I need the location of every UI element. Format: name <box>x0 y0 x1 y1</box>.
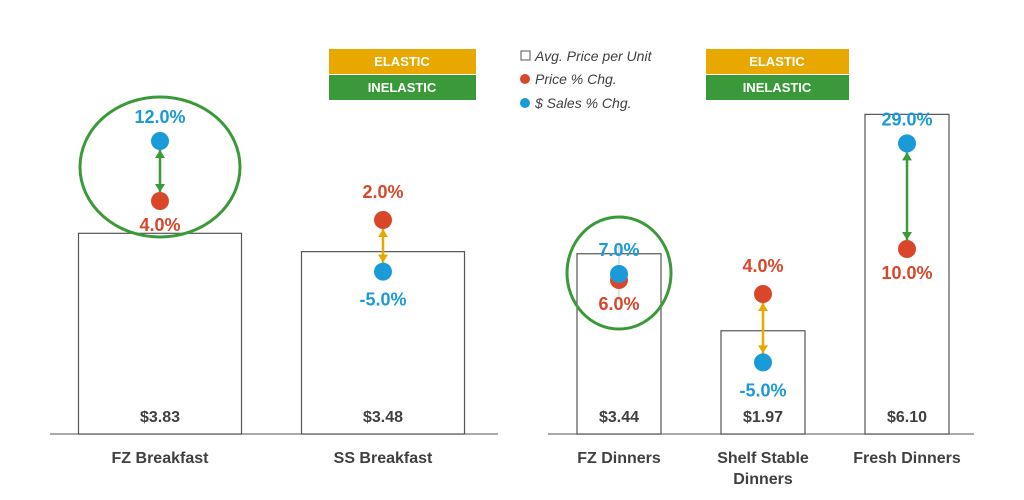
price-change-label: 10.0% <box>881 263 932 283</box>
inelastic-badge-label: INELASTIC <box>368 80 437 95</box>
arrow-head-down <box>902 232 912 240</box>
elastic-badge <box>329 49 476 74</box>
arrow-head-down <box>378 254 388 263</box>
legend-price-chg-swatch <box>520 74 530 84</box>
badge-group-right: ELASTIC INELASTIC <box>706 49 849 100</box>
elastic-badge <box>706 49 849 74</box>
bar-price-label: $3.44 <box>599 409 639 426</box>
sales-change-label: 29.0% <box>881 109 932 129</box>
legend-sales-chg-label: $ Sales % Chg. <box>534 95 632 111</box>
elastic-badge-label: ELASTIC <box>749 54 805 69</box>
legend-avg-price-label: Avg. Price per Unit <box>534 48 653 64</box>
bar-price-label: $1.97 <box>743 409 783 426</box>
price-change-dot <box>374 211 392 229</box>
badge-group-left: ELASTIC INELASTIC <box>329 49 476 100</box>
price-change-label: 2.0% <box>362 182 403 202</box>
legend: Avg. Price per Unit Price % Chg. $ Sales… <box>520 48 653 111</box>
arrow-head-down <box>758 345 768 354</box>
sales-change-dot <box>898 134 916 153</box>
sales-change-dot <box>374 262 392 281</box>
legend-price-chg-label: Price % Chg. <box>535 71 617 87</box>
arrow-head-up <box>155 150 165 158</box>
chart-panel-2: $3.44 FZ Dinners 6.0% 7.0% $1.97 Shelf Stable… <box>548 109 974 488</box>
price-change-dot <box>151 192 169 210</box>
price-bar <box>77 232 243 435</box>
bar-price-label: $3.48 <box>363 409 403 426</box>
legend-sales-chg-swatch <box>520 98 530 108</box>
arrow-head-down <box>155 184 165 192</box>
inelastic-badge <box>706 75 849 100</box>
bar-price-label: $3.83 <box>140 409 180 426</box>
chart-panels: $3.83 FZ Breakfast 4.0% 12.0% $3.48 SS Breakf… <box>50 95 974 488</box>
price-bar <box>300 251 466 435</box>
arrow-head-up <box>758 303 768 311</box>
sales-change-dot <box>151 132 169 150</box>
price-change-dot <box>898 240 916 258</box>
highlight-circle <box>565 215 673 331</box>
sales-change-label: -5.0% <box>359 290 406 310</box>
chart-panel-1: $3.83 FZ Breakfast 4.0% 12.0% $3.48 SS Breakf… <box>50 95 498 467</box>
sales-change-label: -5.0% <box>739 380 786 400</box>
inelastic-badge <box>329 75 476 100</box>
elastic-badge-label: ELASTIC <box>374 54 430 69</box>
price-change-dot <box>754 285 772 303</box>
legend-avg-price-swatch <box>520 50 531 61</box>
sales-change-dot <box>754 353 772 372</box>
category-label: FZ Dinners <box>577 450 661 467</box>
inelastic-badge-label: INELASTIC <box>743 80 812 95</box>
arrow-head-up <box>902 152 912 161</box>
price-change-label: 6.0% <box>598 294 639 314</box>
category-label: SS Breakfast <box>334 450 433 467</box>
sales-change-label: 12.0% <box>134 107 185 127</box>
price-change-label: 4.0% <box>139 215 180 235</box>
bar-price-label: $6.10 <box>887 409 927 426</box>
category-label: Dinners <box>733 471 793 488</box>
category-label: FZ Breakfast <box>112 450 210 467</box>
category-label: Shelf Stable <box>717 450 809 467</box>
highlight-circle <box>78 95 242 239</box>
category-label: Fresh Dinners <box>853 450 961 467</box>
price-change-label: 4.0% <box>742 256 783 276</box>
sales-change-dot <box>610 265 628 283</box>
sales-change-label: 7.0% <box>598 240 639 260</box>
arrow-head-up <box>378 229 388 237</box>
